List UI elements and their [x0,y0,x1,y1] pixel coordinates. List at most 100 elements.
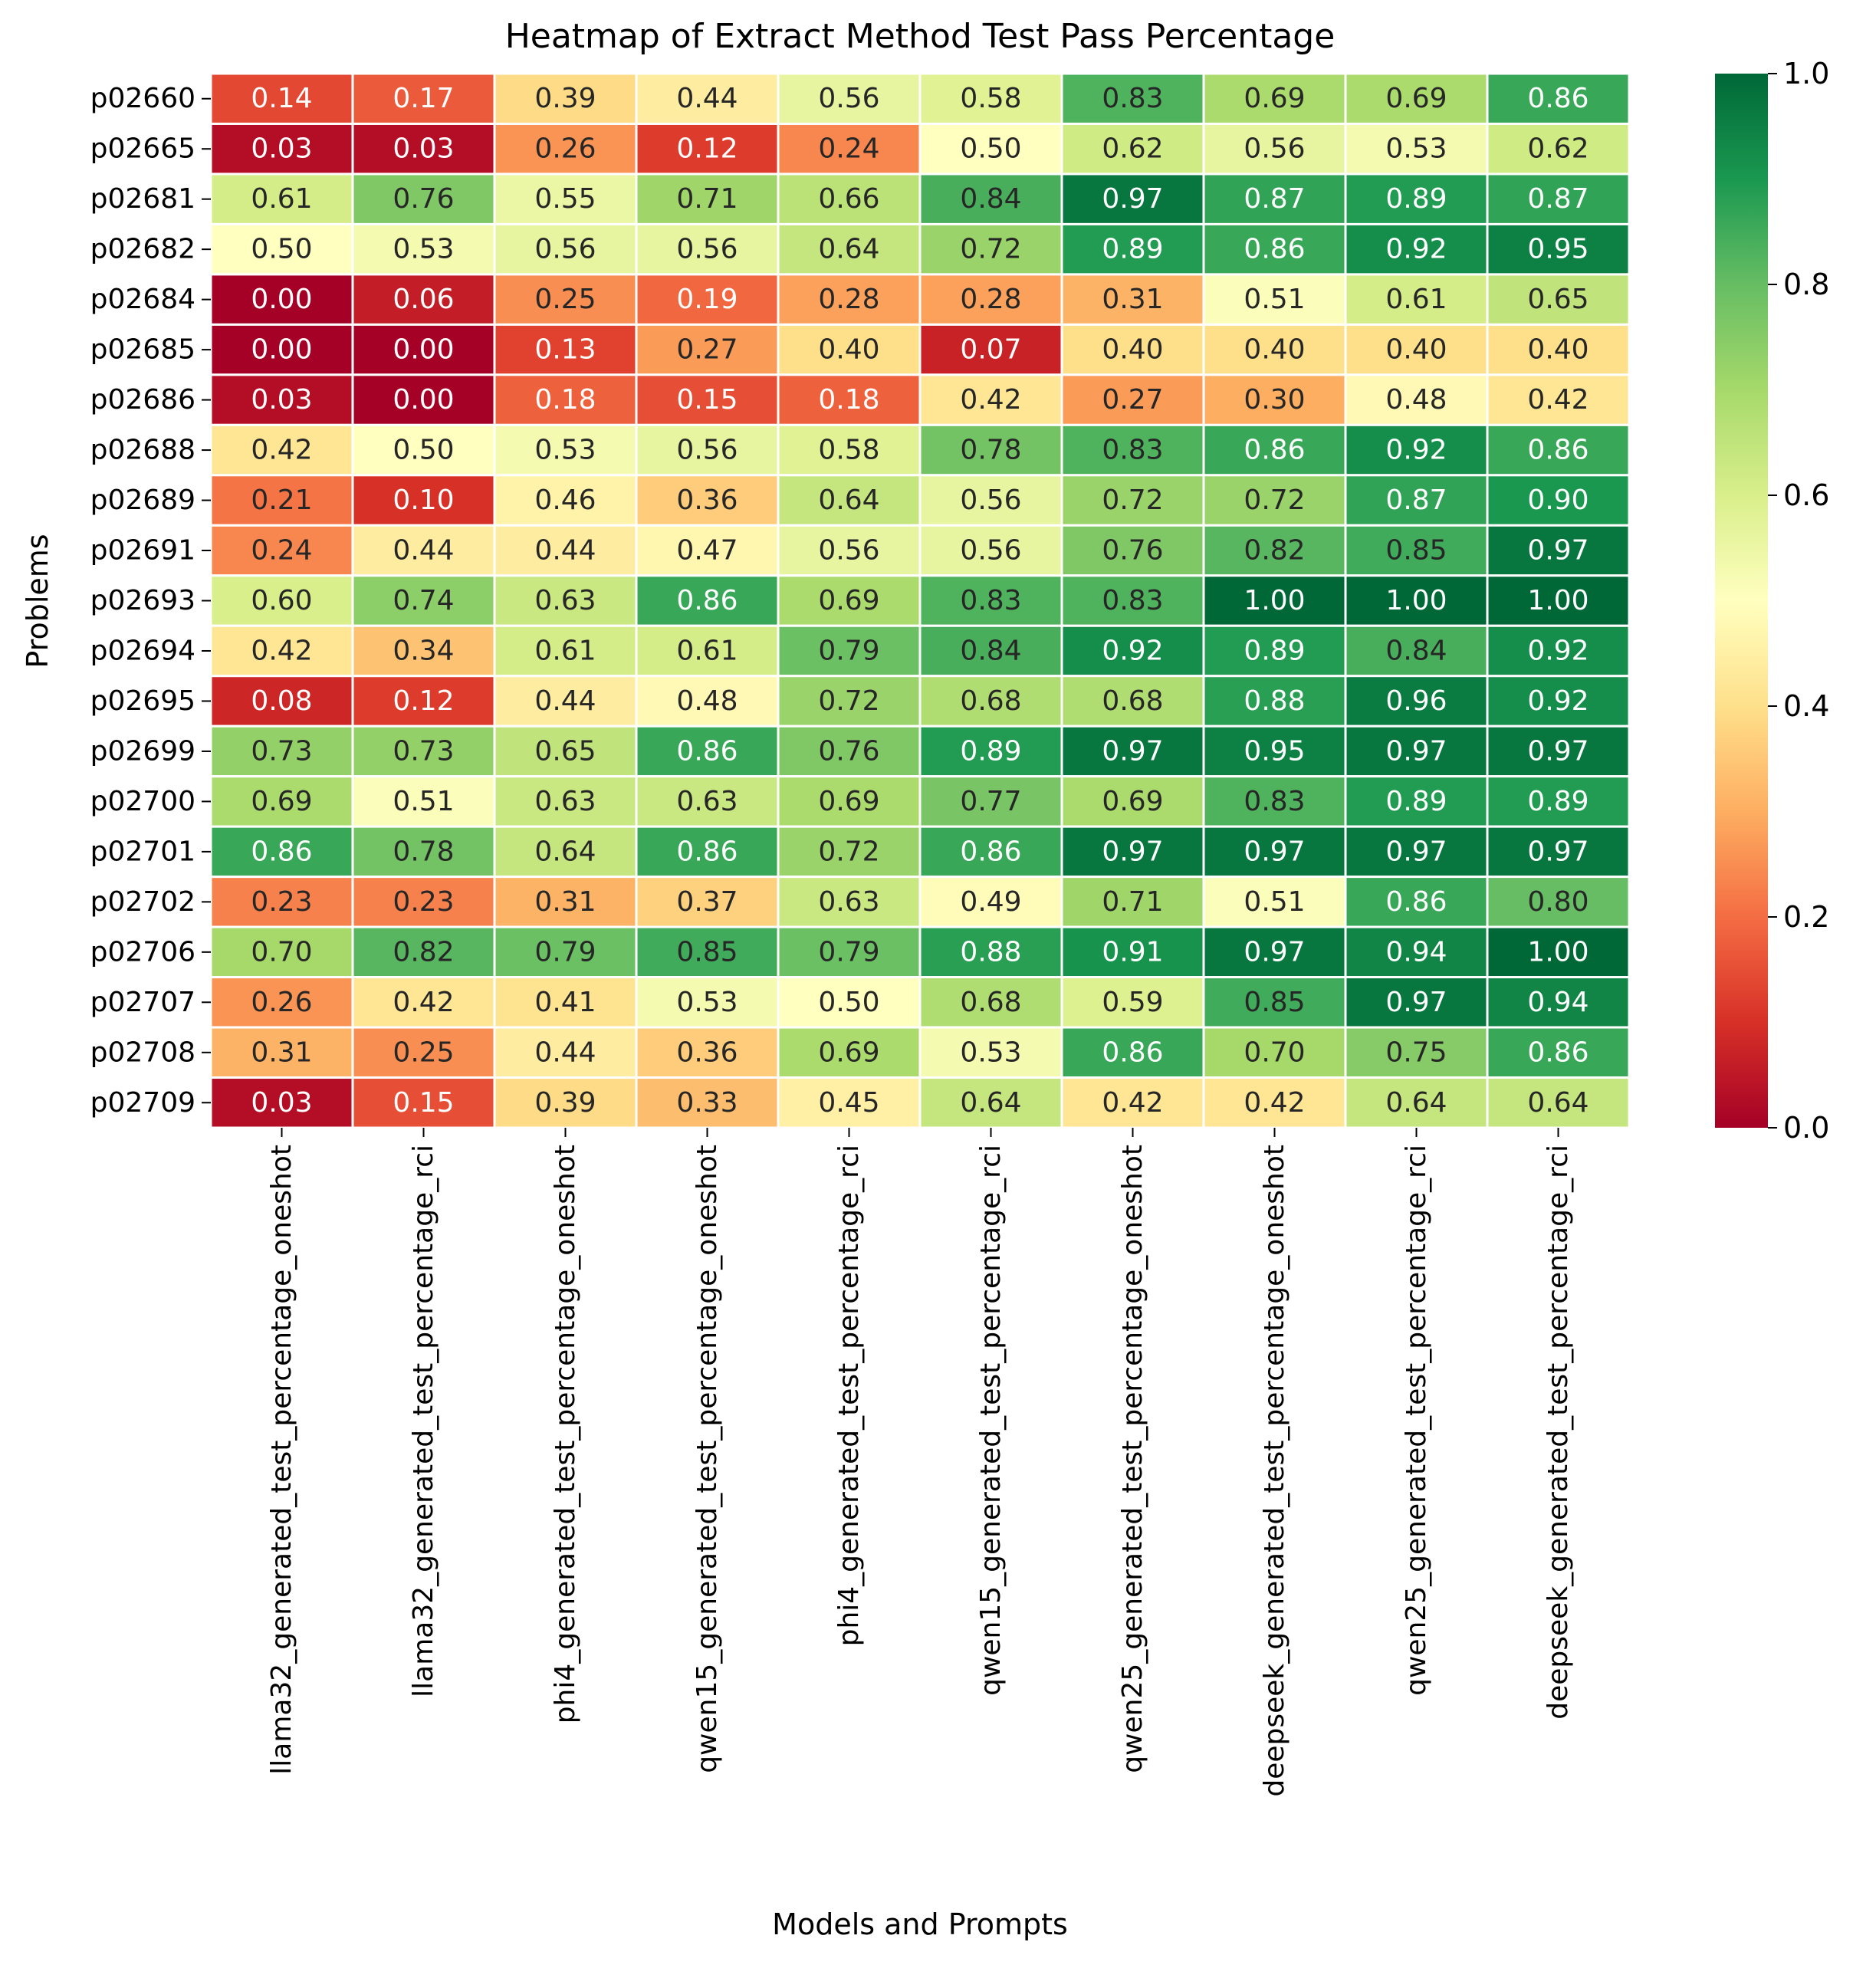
heatmap-cell [1060,222,1205,276]
cell-value-label: 0.44 [393,535,454,567]
cell-value-label: 0.80 [1527,886,1589,918]
heatmap-cell [635,373,780,426]
cell-value-label: 0.61 [251,183,312,215]
cell-value-label: 0.89 [960,735,1021,767]
cell-value-label: 0.56 [960,485,1021,516]
cell-value-label: 0.06 [393,284,454,315]
heatmap-cell [777,775,922,828]
cell-value-label: 0.03 [251,384,312,416]
heatmap-cell [1486,172,1631,225]
cell-value-label: 0.76 [818,735,879,767]
heatmap-cell [1060,1026,1205,1079]
cell-value-label: 0.97 [1244,936,1305,968]
cell-value-label: 0.56 [676,435,738,466]
heatmap-cell [777,524,922,577]
heatmap-cell [777,323,922,376]
cell-value-label: 0.53 [393,234,454,265]
y-axis-label: Problems [21,534,54,668]
cell-value-label: 0.12 [676,133,738,165]
cell-value-label: 0.92 [1385,435,1447,466]
cell-value-label: 0.46 [534,485,596,516]
heatmap-cell [209,1026,354,1079]
heatmap-cell [351,474,496,527]
heatmap-cell [493,323,638,376]
row-label: p02681 [90,183,195,215]
cell-value-label: 0.61 [534,635,596,666]
cell-value-label: 0.88 [1244,685,1305,717]
colorbar-tick-label: 0.2 [1783,900,1829,934]
heatmap-cell [777,574,922,627]
heatmap-cell [918,1076,1063,1129]
heatmap-cell [1344,323,1489,376]
cell-value-label: 0.40 [1527,334,1589,366]
heatmap-cell [351,273,496,326]
cell-value-label: 0.92 [1102,635,1163,666]
heatmap-cell [351,724,496,778]
heatmap-cell [1202,574,1347,627]
column-labels: llama32_generated_test_percentage_onesho… [266,1128,1574,1797]
heatmap-cell [918,925,1063,979]
cell-value-label: 0.27 [1102,384,1163,416]
cell-value-label: 0.61 [676,635,738,666]
heatmap-cell [1344,675,1489,728]
heatmap-cell [1060,474,1205,527]
heatmap-cell [1202,373,1347,426]
cell-value-label: 0.08 [251,685,312,717]
heatmap-cell [1060,273,1205,326]
column-label: qwen25_generated_test_percentage_oneshot [1117,1145,1148,1773]
cell-value-label: 0.44 [534,685,596,717]
heatmap-cell [351,122,496,176]
cell-value-label: 0.86 [1527,1037,1589,1068]
cell-value-label: 0.40 [1385,334,1447,366]
cell-value-label: 0.50 [960,133,1021,165]
row-label: p02665 [90,133,195,165]
heatmap-cell [1344,373,1489,426]
cell-value-label: 0.95 [1244,735,1305,767]
cell-value-label: 0.71 [1102,886,1163,918]
row-label: p02708 [90,1037,195,1068]
heatmap-cell [1344,925,1489,979]
heatmap-cell [1060,976,1205,1029]
cell-value-label: 0.83 [960,585,1021,616]
heatmap-cell [1486,1076,1631,1129]
cell-value-label: 0.69 [1385,83,1447,114]
heatmap-cell [1344,122,1489,176]
heatmap-cell [918,323,1063,376]
cell-value-label: 0.69 [1102,786,1163,817]
cell-value-label: 0.87 [1527,183,1589,215]
cell-value-label: 0.72 [818,685,879,717]
cell-value-label: 0.92 [1527,635,1589,666]
row-label: p02685 [90,334,195,366]
cell-value-label: 0.53 [960,1037,1021,1068]
cell-value-label: 0.59 [1102,987,1163,1018]
heatmap-cell [1202,675,1347,728]
cell-value-label: 0.75 [1385,1037,1447,1068]
heatmap-cell [918,624,1063,678]
heatmap-cell [209,524,354,577]
heatmap-cell [635,423,780,477]
cell-value-label: 0.63 [534,585,596,616]
cell-value-label: 0.42 [1102,1087,1163,1119]
row-label: p02684 [90,284,195,315]
cell-value-label: 0.72 [818,836,879,867]
heatmap-cell [351,72,496,125]
cell-value-label: 0.90 [1527,485,1589,516]
heatmap-cell [1202,1076,1347,1129]
colorbar-tick-label: 0.6 [1783,478,1829,512]
cell-value-label: 0.40 [1244,334,1305,366]
cell-value-label: 0.78 [960,435,1021,466]
cell-value-label: 0.24 [251,535,312,567]
heatmap-cell [1202,423,1347,477]
colorbar [1715,74,1768,1128]
heatmap-cell [351,624,496,678]
heatmap-cell [1486,524,1631,577]
cell-value-label: 0.48 [1385,384,1447,416]
heatmap-cell [493,925,638,979]
cell-value-label: 0.23 [251,886,312,918]
cell-value-label: 0.25 [534,284,596,315]
column-label: qwen25_generated_test_percentage_rci [1401,1145,1432,1696]
row-label: p02688 [90,435,195,466]
cell-value-label: 0.84 [960,183,1021,215]
column-label: llama32_generated_test_percentage_rci [408,1145,439,1697]
